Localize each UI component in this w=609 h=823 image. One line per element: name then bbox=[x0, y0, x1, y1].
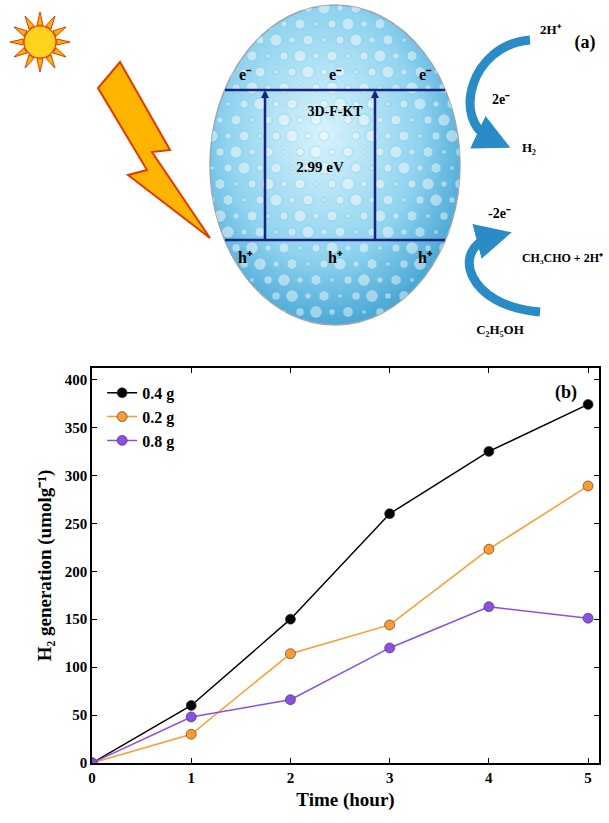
svg-text:1: 1 bbox=[187, 770, 195, 786]
svg-text:0: 0 bbox=[88, 770, 96, 786]
svg-text:400: 400 bbox=[65, 372, 88, 388]
svg-text:H₂ generation (umolg⁻¹): H₂ generation (umolg⁻¹) bbox=[34, 470, 56, 662]
svg-text:50: 50 bbox=[72, 707, 87, 723]
svg-text:(a): (a) bbox=[575, 32, 596, 53]
svg-text:4: 4 bbox=[485, 770, 493, 786]
svg-text:h⁺: h⁺ bbox=[418, 249, 433, 266]
svg-text:h⁺: h⁺ bbox=[328, 249, 343, 266]
svg-text:CH₃CHO + 2H⁺: CH₃CHO + 2H⁺ bbox=[522, 251, 603, 265]
svg-text:0.2 g: 0.2 g bbox=[142, 409, 174, 427]
svg-text:C₂H₅OH: C₂H₅OH bbox=[476, 322, 524, 337]
svg-text:(b): (b) bbox=[555, 382, 577, 403]
svg-text:300: 300 bbox=[65, 468, 88, 484]
svg-text:2.99 eV: 2.99 eV bbox=[296, 159, 344, 175]
svg-text:e⁻: e⁻ bbox=[239, 66, 252, 83]
svg-text:2H⁺: 2H⁺ bbox=[540, 22, 562, 37]
svg-text:h⁺: h⁺ bbox=[238, 249, 253, 266]
svg-text:100: 100 bbox=[65, 659, 88, 675]
svg-text:3D-F-KT: 3D-F-KT bbox=[307, 104, 363, 119]
svg-text:0.4 g: 0.4 g bbox=[142, 385, 174, 403]
svg-text:e⁻: e⁻ bbox=[419, 66, 432, 83]
svg-text:150: 150 bbox=[65, 611, 88, 627]
svg-text:-2e⁻: -2e⁻ bbox=[488, 206, 511, 221]
svg-text:2: 2 bbox=[287, 770, 295, 786]
svg-text:2e⁻: 2e⁻ bbox=[492, 92, 510, 107]
svg-text:H₂: H₂ bbox=[522, 140, 536, 155]
svg-text:e⁻: e⁻ bbox=[329, 66, 342, 83]
svg-text:5: 5 bbox=[584, 770, 592, 786]
svg-text:350: 350 bbox=[65, 420, 88, 436]
svg-text:200: 200 bbox=[65, 564, 88, 580]
svg-text:0.8 g: 0.8 g bbox=[142, 433, 174, 451]
svg-text:3: 3 bbox=[386, 770, 394, 786]
svg-text:0: 0 bbox=[80, 755, 88, 771]
svg-text:Time (hour): Time (hour) bbox=[296, 789, 394, 811]
svg-text:250: 250 bbox=[65, 516, 88, 532]
